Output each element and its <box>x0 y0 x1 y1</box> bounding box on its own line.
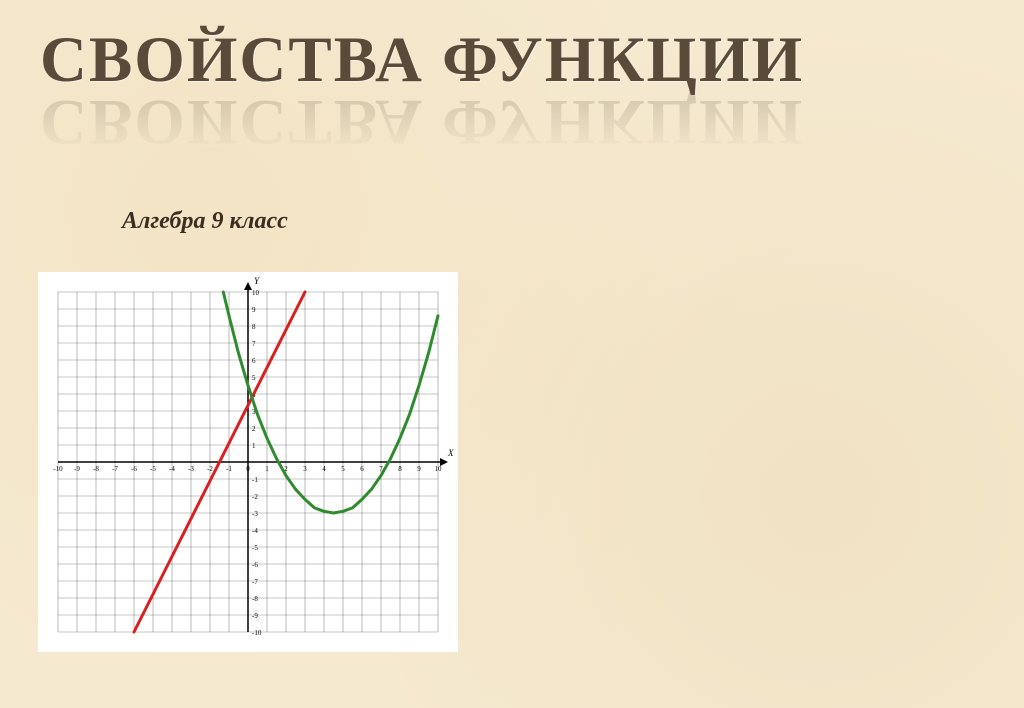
page-subtitle: Алгебра 9 класс <box>122 208 288 235</box>
svg-text:-8: -8 <box>252 595 258 603</box>
svg-text:-3: -3 <box>188 465 194 473</box>
svg-text:9: 9 <box>417 465 421 473</box>
svg-text:-7: -7 <box>252 578 258 586</box>
svg-text:-5: -5 <box>252 544 258 552</box>
svg-text:-10: -10 <box>252 629 262 637</box>
svg-text:-9: -9 <box>252 612 258 620</box>
function-chart: XY-10-9-8-7-6-5-4-3-2-1012345678910-10-9… <box>38 272 458 652</box>
svg-text:1: 1 <box>265 465 269 473</box>
svg-text:5: 5 <box>341 465 345 473</box>
svg-text:3: 3 <box>303 465 307 473</box>
svg-text:8: 8 <box>252 323 256 331</box>
svg-text:-4: -4 <box>169 465 175 473</box>
svg-text:-6: -6 <box>131 465 137 473</box>
chart-svg: XY-10-9-8-7-6-5-4-3-2-1012345678910-10-9… <box>38 272 458 652</box>
svg-text:0: 0 <box>246 465 250 473</box>
svg-text:9: 9 <box>252 306 256 314</box>
svg-text:-2: -2 <box>252 493 258 501</box>
page-title-reflection: СВОЙСТВА ФУНКЦИИ <box>40 89 1004 154</box>
svg-text:6: 6 <box>252 357 256 365</box>
svg-text:X: X <box>447 448 454 458</box>
svg-text:-1: -1 <box>226 465 232 473</box>
svg-text:-9: -9 <box>74 465 80 473</box>
page-title: СВОЙСТВА ФУНКЦИИ <box>40 28 1004 93</box>
svg-text:-4: -4 <box>252 527 258 535</box>
svg-text:10: 10 <box>252 289 260 297</box>
svg-text:-8: -8 <box>93 465 99 473</box>
svg-text:-10: -10 <box>53 465 63 473</box>
svg-text:-5: -5 <box>150 465 156 473</box>
svg-text:-1: -1 <box>252 476 258 484</box>
svg-text:8: 8 <box>398 465 402 473</box>
svg-text:-6: -6 <box>252 561 258 569</box>
svg-text:-3: -3 <box>252 510 258 518</box>
svg-text:7: 7 <box>252 340 256 348</box>
svg-text:2: 2 <box>252 425 256 433</box>
svg-text:1: 1 <box>252 442 256 450</box>
svg-text:-2: -2 <box>207 465 213 473</box>
svg-text:6: 6 <box>360 465 364 473</box>
svg-text:10: 10 <box>435 465 443 473</box>
svg-text:4: 4 <box>322 465 326 473</box>
svg-text:5: 5 <box>252 374 256 382</box>
svg-text:-7: -7 <box>112 465 118 473</box>
